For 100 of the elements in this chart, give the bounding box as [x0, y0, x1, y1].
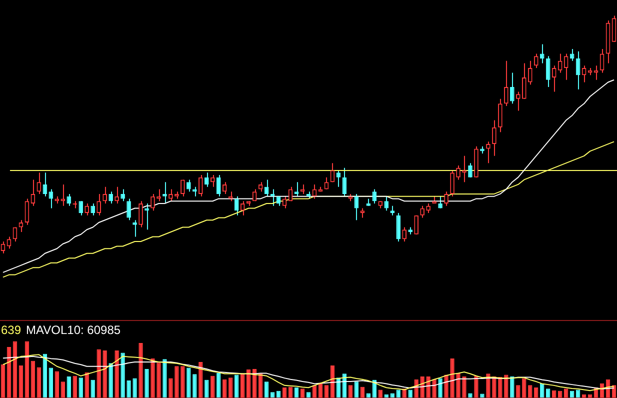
candlestick [138, 200, 143, 228]
candlestick [516, 91, 520, 112]
candlestick [402, 226, 406, 242]
bar [444, 374, 448, 398]
candlestick [204, 172, 209, 188]
candlestick [312, 184, 317, 200]
bar [120, 352, 125, 398]
bar [474, 376, 478, 398]
candlestick [462, 155, 466, 183]
candlestick [546, 56, 550, 88]
bar [186, 368, 191, 398]
candlestick [510, 72, 514, 104]
candlestick [150, 193, 155, 212]
candlestick [570, 48, 574, 62]
candlestick [84, 202, 90, 216]
bar [504, 374, 508, 398]
bar [486, 374, 490, 398]
candlestick [168, 188, 173, 202]
bar [132, 378, 137, 398]
candlestick [114, 186, 119, 204]
bar [144, 368, 149, 398]
bar [210, 376, 215, 398]
series-label: 639 [1, 323, 22, 337]
bar [204, 380, 209, 398]
bar [18, 365, 24, 398]
candlestick [360, 208, 365, 218]
candlestick [102, 186, 107, 204]
candlestick [108, 191, 113, 204]
bar [162, 359, 167, 398]
candlestick [234, 196, 239, 216]
candlestick [396, 212, 401, 242]
candlestick [468, 162, 472, 178]
candlestick [486, 141, 490, 164]
bar [174, 366, 179, 398]
candlestick [162, 182, 167, 204]
bar [168, 378, 173, 398]
candlestick [420, 205, 424, 218]
candlestick [504, 60, 508, 107]
candlestick [6, 236, 12, 250]
candlestick [528, 60, 532, 86]
candlestick [336, 170, 341, 188]
candlestick [78, 200, 84, 216]
bar [408, 390, 412, 398]
candlestick [534, 53, 538, 68]
candlestick [492, 120, 496, 156]
bar [492, 376, 496, 398]
candlestick [144, 202, 149, 230]
candlestick [270, 188, 275, 206]
candlestick [180, 179, 185, 197]
bar [456, 373, 460, 398]
candlestick [192, 186, 197, 197]
bar [498, 377, 502, 398]
bar [234, 374, 239, 398]
bar [192, 374, 197, 398]
bar [156, 362, 161, 398]
bar [432, 379, 436, 398]
bar [138, 342, 143, 398]
candlestick [300, 184, 305, 194]
bar [114, 350, 119, 398]
candlestick [186, 179, 191, 192]
candlestick [198, 174, 203, 197]
candlestick [426, 202, 430, 214]
candlestick [390, 205, 395, 216]
bar [462, 376, 466, 398]
bar [150, 358, 155, 398]
bar [402, 388, 406, 398]
candlestick [282, 196, 287, 209]
bar [522, 378, 526, 398]
candlestick [210, 174, 215, 188]
bar [180, 366, 185, 398]
candlestick [132, 220, 137, 238]
candlestick [216, 174, 221, 197]
candlestick [456, 164, 460, 180]
candlestick [372, 188, 377, 204]
bar [198, 362, 203, 398]
bar [450, 358, 454, 398]
candlestick [540, 44, 544, 64]
candlestick [240, 200, 245, 216]
bar [516, 385, 520, 398]
candlestick [444, 191, 448, 206]
bar [30, 360, 36, 398]
bar [510, 376, 514, 398]
bar [126, 380, 131, 398]
candlestick [60, 184, 66, 206]
candlestick [96, 193, 101, 216]
candlestick [384, 196, 389, 212]
bar [108, 363, 113, 398]
bar [36, 367, 42, 398]
candlestick [522, 62, 526, 100]
bar [420, 376, 424, 398]
candlestick [498, 98, 502, 133]
bar [96, 349, 101, 398]
candlestick [450, 170, 454, 197]
series-label: MAVOL10: 60985 [26, 323, 121, 337]
candlestick [120, 188, 125, 202]
candlestick [126, 198, 131, 221]
bar [438, 378, 442, 398]
candlestick [552, 65, 556, 92]
bar [102, 350, 107, 398]
candlestick [294, 182, 299, 197]
